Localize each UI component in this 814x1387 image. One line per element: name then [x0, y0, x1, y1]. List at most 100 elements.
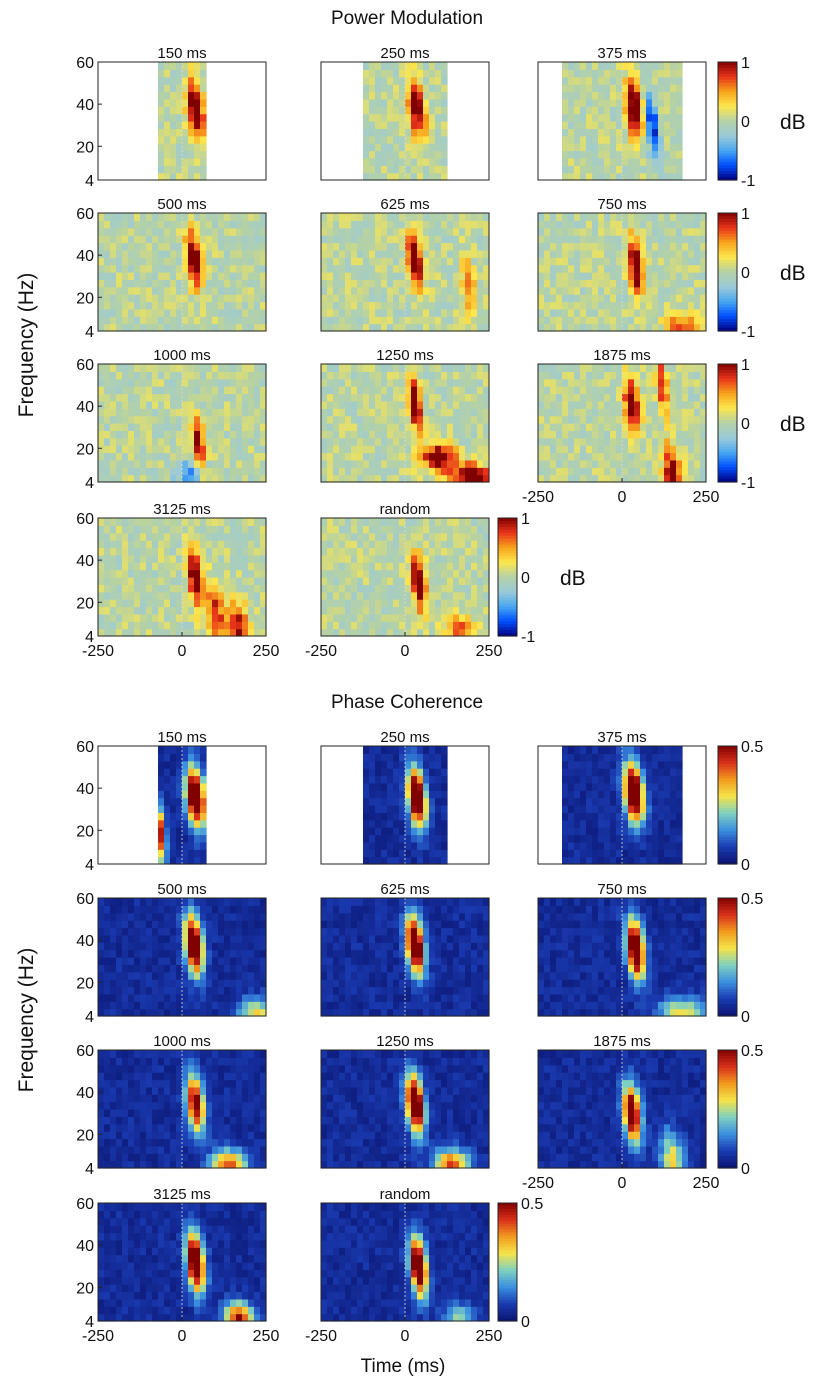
heatmap-cell [158, 613, 165, 622]
heatmap-cell [158, 400, 165, 409]
heatmap-cell [610, 128, 617, 137]
heatmap-cell [236, 459, 243, 468]
heatmap-cell [544, 316, 551, 325]
heatmap-cell [212, 540, 219, 549]
heatmap-cell [568, 106, 575, 115]
heatmap-cell [176, 378, 183, 387]
colorbar-segment [718, 440, 737, 445]
heatmap-cell [652, 98, 659, 107]
heatmap-cell [550, 467, 557, 476]
heatmap-cell [351, 577, 358, 585]
heatmap-cell [98, 459, 105, 468]
heatmap-cell [176, 257, 183, 266]
heatmap-cell [182, 84, 189, 93]
heatmap-cell [212, 393, 219, 402]
colorbar-segment [718, 446, 737, 451]
panel-title: 250 ms [380, 729, 429, 746]
heatmap-cell [483, 562, 490, 571]
heatmap-cell [423, 242, 430, 251]
heatmap-cell [351, 430, 358, 439]
heatmap-cell [339, 371, 346, 380]
heatmap-cell [411, 150, 418, 159]
heatmap-cell [465, 613, 472, 622]
colorbar-segment [718, 221, 737, 226]
heatmap-cell [375, 474, 382, 483]
heatmap-cell [640, 62, 647, 70]
heatmap-cell [586, 400, 593, 409]
heatmap-cell [574, 371, 581, 380]
heatmap-cell [586, 430, 593, 439]
heatmap-cell [260, 445, 267, 454]
heatmap-cell [206, 437, 213, 446]
heatmap-cell [345, 437, 352, 446]
heatmap-cell [152, 628, 159, 637]
heatmap-cell [116, 378, 123, 387]
heatmap-cell [562, 371, 569, 380]
heatmap-cell [182, 459, 189, 468]
heatmap-cell [550, 474, 557, 483]
heatmap-cell [556, 408, 563, 417]
heatmap-cell [477, 286, 484, 295]
heatmap-cell [592, 474, 599, 483]
heatmap-cell [170, 227, 177, 236]
heatmap-cell [116, 264, 123, 273]
heatmap-cell [146, 213, 153, 221]
heatmap-cell [459, 547, 466, 556]
heatmap-cell [236, 423, 243, 431]
heatmap-cell [544, 220, 551, 229]
heatmap-cell [580, 841, 587, 850]
heatmap-cell [116, 323, 123, 332]
heatmap-cell [544, 249, 551, 258]
heatmap-cell [676, 128, 683, 137]
heatmap-cell [164, 235, 171, 244]
heatmap-cell [592, 172, 599, 181]
heatmap-cell [652, 408, 659, 417]
heatmap-cell [345, 547, 352, 556]
heatmap-cell [357, 386, 364, 395]
heatmap-cell [471, 525, 478, 534]
heatmap-cell [116, 294, 123, 303]
heatmap-cell [610, 165, 617, 174]
heatmap-cell [405, 213, 412, 221]
heatmap-cell [676, 76, 683, 85]
heatmap-cell [248, 371, 255, 380]
heatmap-cell [104, 525, 111, 534]
heatmap-cell [640, 76, 647, 85]
heatmap-cell [164, 797, 171, 806]
heatmap-cell [604, 286, 611, 295]
heatmap-cell [104, 294, 111, 303]
heatmap-cell [580, 98, 587, 107]
heatmap-cell [339, 294, 346, 303]
heatmap-cell [634, 264, 641, 273]
heatmap-cell [405, 415, 412, 424]
heatmap-cell [158, 423, 165, 431]
heatmap-cell [158, 819, 165, 828]
y-tick-label: 60 [76, 357, 94, 374]
heatmap-cell [122, 378, 129, 387]
heatmap-cell [556, 220, 563, 229]
heatmap-cell [562, 157, 569, 166]
heatmap-cell [477, 423, 484, 431]
heatmap-cell [260, 257, 267, 266]
heatmap-cell [670, 121, 677, 129]
heatmap-cell [206, 547, 213, 556]
heatmap-cell [387, 279, 394, 288]
heatmap-cell [592, 62, 599, 70]
colorbar-segment [718, 283, 737, 288]
heatmap-cell [236, 316, 243, 325]
heatmap-cell [224, 584, 231, 593]
heatmap-cell [447, 301, 454, 310]
heatmap-cell [357, 308, 364, 317]
heatmap-cell [435, 621, 442, 630]
heatmap-cell [640, 286, 647, 295]
colorbar-segment [718, 369, 737, 374]
heatmap-cell [134, 242, 141, 251]
heatmap-cell [170, 452, 177, 461]
heatmap-cell [459, 308, 466, 317]
heatmap-cell [417, 378, 424, 387]
heatmap-cell [411, 768, 418, 777]
heatmap-cell [393, 172, 400, 181]
heatmap-cell [158, 760, 165, 769]
heatmap-cell [152, 532, 159, 541]
heatmap-cell [640, 84, 647, 93]
